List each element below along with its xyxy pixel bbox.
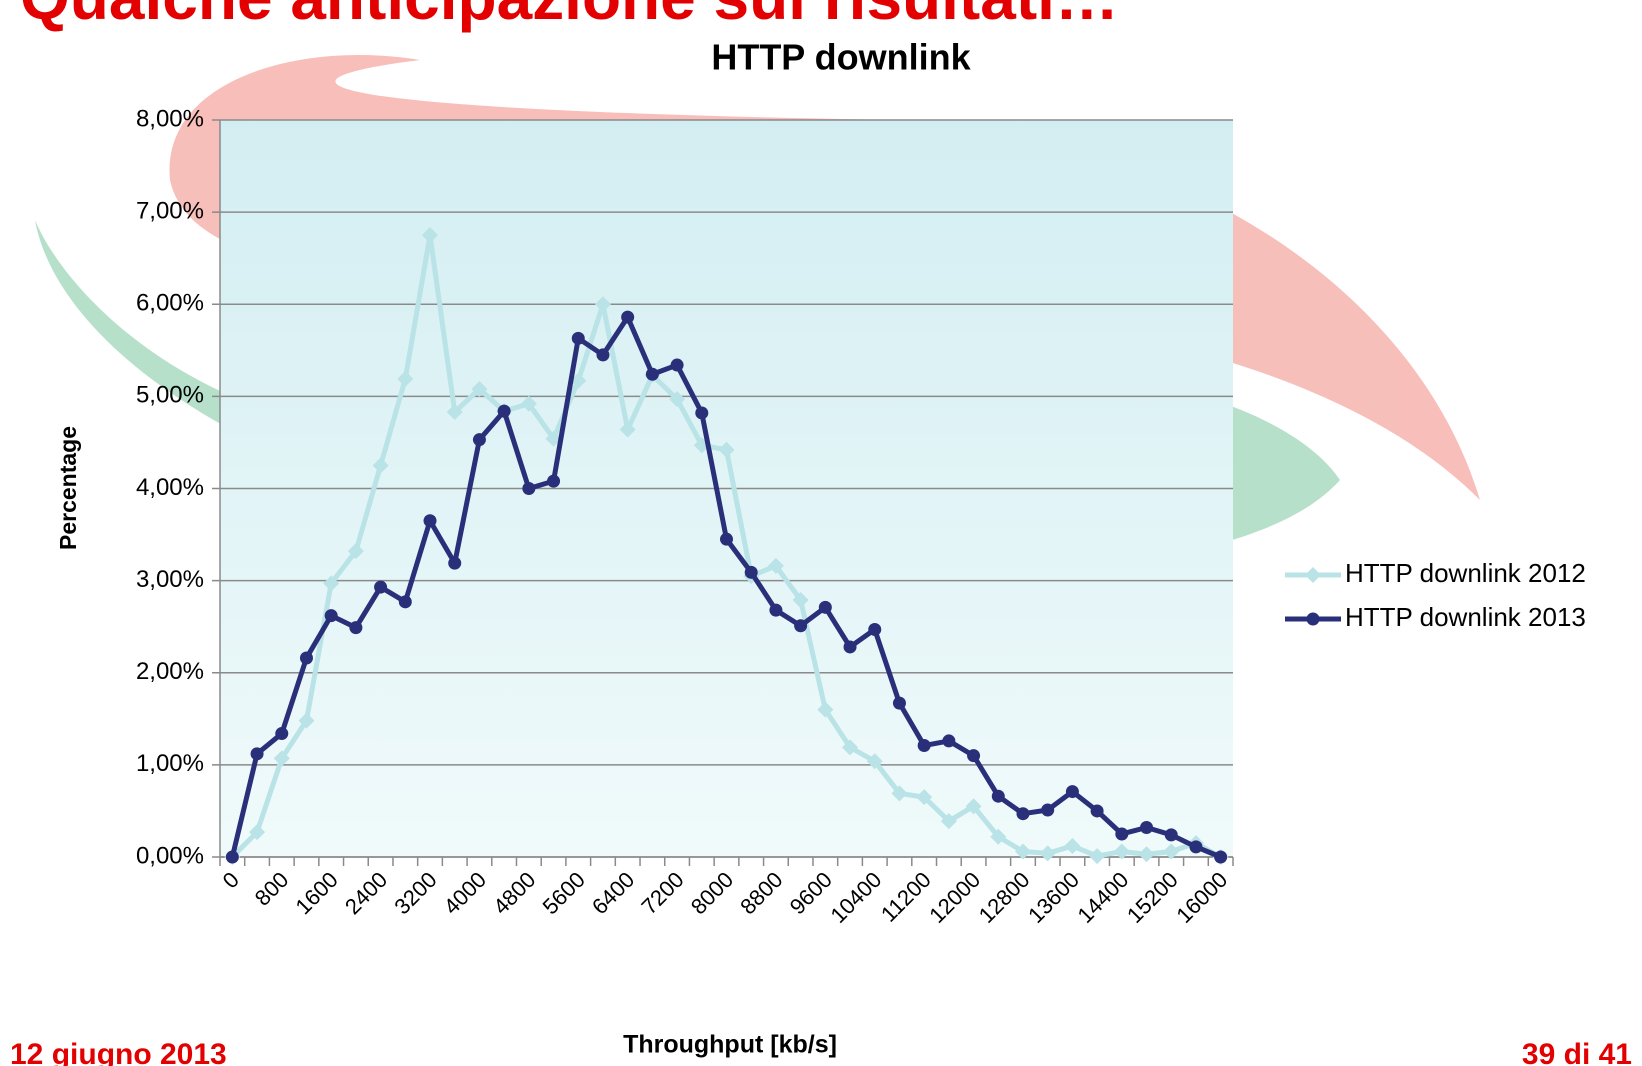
data-point bbox=[1016, 807, 1029, 820]
slide: Qualche anticipazione sui risultati… HTT… bbox=[0, 0, 1642, 1066]
x-tick-label: 10400 bbox=[825, 867, 886, 928]
x-tick-label: 4800 bbox=[488, 867, 540, 919]
data-point bbox=[819, 601, 832, 614]
x-tick-label: 0 bbox=[218, 867, 244, 893]
x-tick-label: 1600 bbox=[291, 867, 343, 919]
data-point bbox=[720, 533, 733, 546]
x-tick-label: 6400 bbox=[587, 867, 639, 919]
data-point bbox=[349, 621, 362, 634]
data-point bbox=[572, 332, 585, 345]
data-point bbox=[844, 640, 857, 653]
legend-marker bbox=[1307, 613, 1320, 626]
data-point bbox=[399, 595, 412, 608]
data-point bbox=[671, 359, 684, 372]
slide-page: 39 di 41 bbox=[1522, 1038, 1632, 1066]
data-point bbox=[251, 747, 264, 760]
legend-label: HTTP downlink 2013 bbox=[1345, 602, 1586, 632]
y-axis-label: Percentage bbox=[55, 426, 81, 550]
x-tick-label: 800 bbox=[250, 867, 294, 911]
data-point bbox=[1091, 804, 1104, 817]
y-tick-label: 6,00% bbox=[136, 290, 204, 317]
x-tick-label: 7200 bbox=[636, 867, 688, 919]
x-tick-label: 2400 bbox=[340, 867, 392, 919]
data-point bbox=[374, 581, 387, 594]
x-tick-label: 3200 bbox=[389, 867, 441, 919]
data-point bbox=[918, 739, 931, 752]
slide-title: Qualche anticipazione sui risultati… bbox=[20, 0, 1119, 33]
data-point bbox=[1066, 785, 1079, 798]
data-point bbox=[646, 368, 659, 381]
y-tick-label: 2,00% bbox=[136, 658, 204, 685]
data-point bbox=[769, 604, 782, 617]
data-point bbox=[1041, 804, 1054, 817]
y-tick-label: 0,00% bbox=[136, 842, 204, 869]
data-point bbox=[522, 482, 535, 495]
data-point bbox=[695, 406, 708, 419]
data-point bbox=[498, 405, 511, 418]
x-tick-label: 13600 bbox=[1023, 867, 1084, 928]
x-tick-label: 12800 bbox=[974, 867, 1035, 928]
x-tick-label: 11200 bbox=[876, 867, 936, 927]
chart-title: HTTP downlink bbox=[711, 37, 971, 78]
data-point bbox=[1165, 828, 1178, 841]
legend-marker bbox=[1305, 567, 1321, 583]
data-point bbox=[942, 734, 955, 747]
y-tick-label: 8,00% bbox=[136, 105, 204, 132]
data-point bbox=[325, 609, 338, 622]
y-tick-label: 4,00% bbox=[136, 474, 204, 501]
data-point bbox=[226, 851, 239, 864]
data-point bbox=[1140, 821, 1153, 834]
y-tick-label: 7,00% bbox=[136, 197, 204, 224]
y-tick-label: 1,00% bbox=[136, 750, 204, 777]
y-tick-label: 3,00% bbox=[136, 566, 204, 593]
x-tick-label: 15200 bbox=[1122, 867, 1183, 928]
x-tick-label: 14400 bbox=[1073, 867, 1134, 928]
data-point bbox=[424, 514, 437, 527]
data-point bbox=[300, 652, 313, 665]
x-tick-label: 4000 bbox=[439, 867, 491, 919]
x-tick-label: 8000 bbox=[686, 867, 738, 919]
data-point bbox=[868, 623, 881, 636]
y-tick-label: 5,00% bbox=[136, 382, 204, 409]
data-point bbox=[275, 727, 288, 740]
data-point bbox=[745, 566, 758, 579]
data-point bbox=[448, 557, 461, 570]
slide-date: 12 giugno 2013 bbox=[10, 1038, 227, 1066]
data-point bbox=[992, 790, 1005, 803]
data-point bbox=[1115, 827, 1128, 840]
x-tick-label: 16000 bbox=[1171, 867, 1232, 928]
data-point bbox=[473, 433, 486, 446]
data-point bbox=[1189, 840, 1202, 853]
data-point bbox=[893, 697, 906, 710]
x-axis-label: Throughput [kb/s] bbox=[623, 1031, 837, 1059]
data-point bbox=[621, 311, 634, 324]
legend-label: HTTP downlink 2012 bbox=[1345, 558, 1586, 588]
data-point bbox=[1214, 851, 1227, 864]
x-tick-label: 8800 bbox=[735, 867, 787, 919]
data-point bbox=[794, 619, 807, 632]
x-tick-label: 5600 bbox=[538, 867, 590, 919]
data-point bbox=[596, 348, 609, 361]
x-tick-label: 12000 bbox=[924, 867, 985, 928]
data-point bbox=[967, 749, 980, 762]
data-point bbox=[547, 475, 560, 488]
page: {"slide": {"title": "Qualche anticipazio… bbox=[0, 0, 1642, 1066]
